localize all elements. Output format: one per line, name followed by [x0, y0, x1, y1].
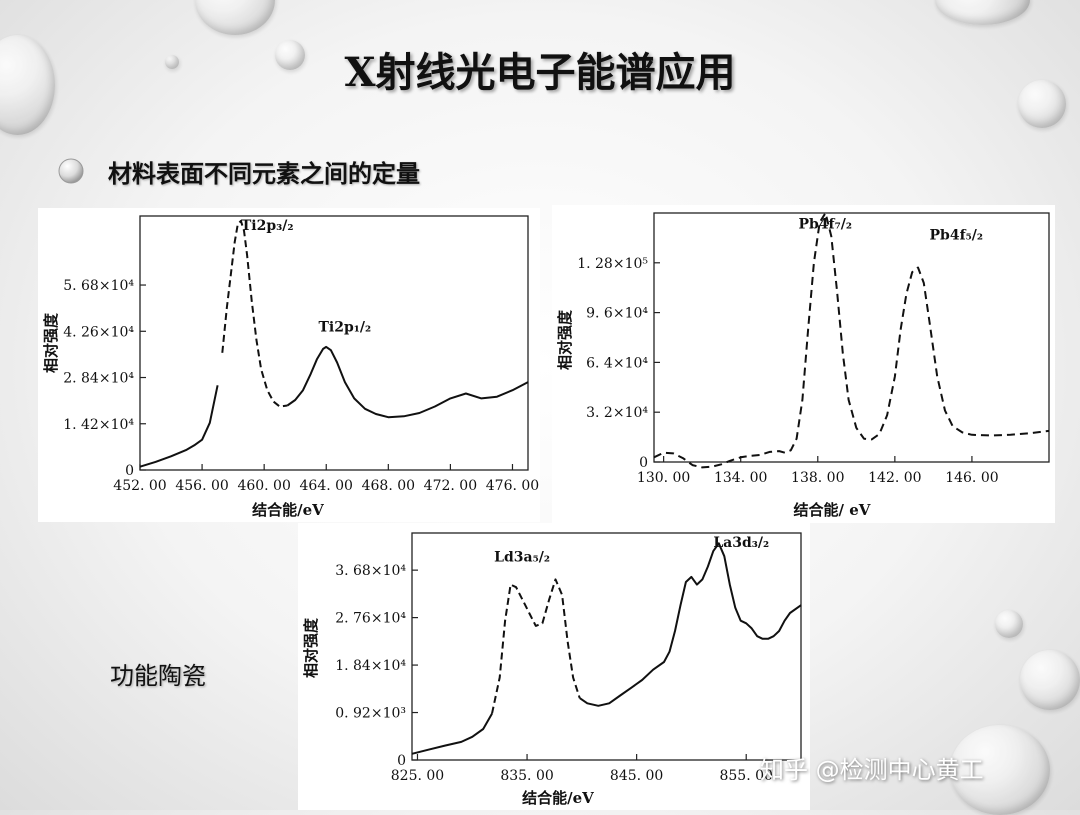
y-tick-label: 6. 4×10⁴ — [586, 355, 648, 371]
watermark: 知乎 @检测中心黄工 — [760, 756, 984, 784]
x-tick-label: 460. 00 — [237, 478, 290, 494]
y-tick-label: 0 — [639, 455, 648, 471]
peak-annotation: Ti2p₁/₂ — [318, 320, 371, 336]
x-tick-label: 472. 00 — [424, 478, 477, 494]
x-tick-label: 138. 00 — [791, 470, 844, 486]
y-tick-label: 0 — [397, 753, 406, 769]
water-drop-decoration — [165, 55, 179, 69]
y-tick-label: 2. 84×10⁴ — [63, 371, 134, 387]
x-tick-label: 468. 00 — [362, 478, 415, 494]
x-tick-label: 825. 00 — [391, 768, 444, 784]
water-drop-decoration — [195, 0, 275, 35]
peak-annotation: Ti2p₃/₂ — [241, 218, 294, 234]
y-axis-label: 相对强度 — [302, 617, 320, 678]
y-tick-label: 3. 68×10⁴ — [335, 563, 406, 579]
y-tick-label: 9. 6×10⁴ — [586, 306, 648, 322]
water-drop-decoration — [950, 725, 1050, 815]
x-tick-label: 452. 00 — [113, 478, 166, 494]
peak-annotation: La3d₃/₂ — [713, 535, 769, 551]
y-axis-label: 相对强度 — [556, 309, 574, 370]
chart-pb4f: 130. 00 134. 00 138. 00 142. 00 146. 00 0 3. 2… — [556, 212, 1050, 519]
x-tick-label: 456. 00 — [175, 478, 228, 494]
y-tick-label: 2. 76×10⁴ — [335, 611, 406, 627]
chart-ti2p: 452. 00 456. 00 460. 00 464. 00 468. 00 472. … — [42, 215, 539, 519]
x-tick-label: 845. 00 — [610, 768, 663, 784]
series-line — [139, 385, 219, 468]
x-tick-label: 855. 00 — [719, 768, 772, 784]
x-tick-label: 146. 00 — [945, 470, 998, 486]
y-tick-label: 0 — [125, 463, 134, 479]
y-tick-label: 5. 68×10⁴ — [63, 278, 134, 294]
water-drop-decoration — [995, 610, 1023, 638]
y-tick-label: 1. 28×10⁵ — [577, 256, 648, 272]
x-axis-label: 结合能/ eV — [794, 501, 871, 519]
plot-frame — [653, 212, 1050, 463]
y-tick-label: 0. 92×10³ — [335, 706, 406, 722]
series-line — [221, 219, 288, 408]
series-line — [491, 578, 581, 714]
x-tick-label: 835. 00 — [500, 768, 553, 784]
plot-frame — [139, 215, 529, 471]
chart-panel-la3d: 825. 00 835. 00 845. 00 855. 00 0 0. 92×10³ 1.… — [298, 523, 810, 810]
peak-annotation: Pb4f₅/₂ — [930, 227, 983, 243]
y-tick-label: 1. 84×10⁴ — [335, 658, 406, 674]
x-tick-label: 476. 00 — [486, 478, 539, 494]
peak-annotation: Pb4f₇/₂ — [799, 217, 852, 233]
water-drop-decoration — [1018, 80, 1066, 128]
chart-la3d: 825. 00 835. 00 845. 00 855. 00 0 0. 92×10³ 1.… — [302, 532, 802, 807]
series-line — [579, 542, 802, 707]
series-line — [653, 212, 1050, 469]
bullet-dot-icon — [58, 158, 84, 184]
water-drop-decoration — [275, 40, 305, 70]
plot-frame — [411, 532, 802, 761]
x-axis-label: 结合能/eV — [252, 501, 324, 519]
y-axis-label: 相对强度 — [42, 312, 60, 373]
x-tick-label: 134. 00 — [714, 470, 767, 486]
y-tick-label: 1. 42×10⁴ — [63, 417, 134, 433]
peak-annotation: Ld3a₅/₂ — [494, 549, 550, 565]
section-bullet-text: 材料表面不同元素之间的定量 — [108, 160, 420, 188]
ceramic-label: 功能陶瓷 — [110, 662, 206, 690]
y-tick-label: 4. 26×10⁴ — [63, 324, 134, 340]
x-axis-label: 结合能/eV — [522, 789, 594, 807]
x-tick-label: 130. 00 — [637, 470, 690, 486]
slide-title: X射线光电子能谱应用 — [344, 49, 736, 96]
x-tick-label: 464. 00 — [300, 478, 353, 494]
chart-panel-pb4f: 130. 00 134. 00 138. 00 142. 00 146. 00 0 3. 2… — [552, 205, 1055, 523]
y-tick-label: 3. 2×10⁴ — [586, 405, 648, 421]
water-drop-decoration — [935, 0, 1030, 25]
water-drop-decoration — [1020, 650, 1080, 710]
x-tick-label: 142. 00 — [868, 470, 921, 486]
series-line — [286, 345, 529, 419]
chart-panel-ti2p: 452. 00 456. 00 460. 00 464. 00 468. 00 472. … — [38, 208, 540, 522]
series-line — [411, 713, 493, 755]
